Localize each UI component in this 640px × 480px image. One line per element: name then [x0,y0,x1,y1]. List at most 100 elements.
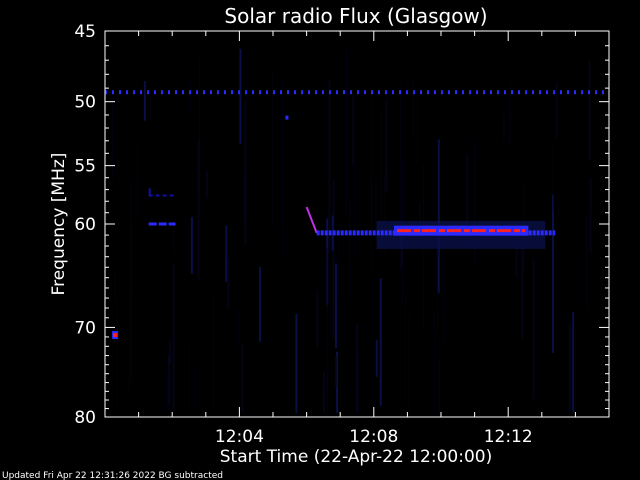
y-tick-label: 45 [74,22,96,42]
x-tick-label: 12:12 [484,427,533,447]
background-noise-streak [143,81,146,121]
background-noise-streak [326,248,328,391]
background-noise-streak [521,244,524,339]
background-noise-streak [165,370,167,412]
background-noise-streak [345,49,347,211]
background-noise-streak [322,372,325,413]
frequency-sweep [305,206,318,234]
background-noise-streak [353,158,355,260]
background-noise-streak [552,146,554,212]
background-noise-streak [244,101,247,245]
background-noise-streak [334,355,337,387]
y-axis-label: Frequency [MHz] [49,153,69,296]
background-noise-streak [375,181,377,242]
background-noise-streak [400,232,403,268]
background-noise-streak [412,82,414,136]
y-axis: 45 50 55 60 70 80 [74,22,609,428]
x-tick-label: 12:08 [349,427,398,447]
background-noise-streak [437,139,440,294]
background-noise-streak [189,339,191,413]
background-noise-streak [555,81,558,139]
background-noise-streak [326,375,328,413]
background-noise-streak [239,48,242,144]
background-noise-streak [227,257,230,309]
background-noise-streak [385,97,388,192]
background-noise-streak [338,229,340,297]
background-noise-streak [295,314,298,413]
background-noise-streak [168,354,171,406]
background-noise-streak [213,293,215,408]
background-noise-streak [282,79,284,261]
background-noise-streak [589,177,592,254]
background-noise-streak [400,83,402,274]
background-noise-streak [197,140,200,282]
background-noise-streak [405,292,407,404]
background-noise-streak [408,315,410,413]
isolated-spot [285,115,289,120]
background-noise-streak [238,310,240,348]
background-noise-streak [436,234,438,291]
background-noise-streak [568,324,571,413]
background-noise-streak [509,82,511,148]
background-noise-streak [572,312,575,412]
background-noise-streak [438,357,440,413]
background-noise-streak [375,339,378,377]
x-axis-label: Start Time (22-Apr-22 12:00:00) [220,447,492,467]
y-tick-label: 60 [74,215,96,235]
background-noise-streak [309,197,311,226]
background-noise-streak [114,272,116,302]
background-noise-streak [358,350,360,413]
background-noise-streak [417,83,419,165]
chart-title: Solar radio Flux (Glasgow) [224,4,487,28]
background-noise-streak [190,80,192,112]
background-noise-streak [437,291,439,334]
background-noise-streak [515,248,518,278]
background-noise-streak [371,96,373,270]
background-noise-streak [466,153,469,236]
background-noise-streak [334,263,337,349]
y-tick-label: 80 [74,408,96,428]
background-noise-streak [328,79,331,254]
background-noise-streak [379,278,382,406]
background-noise-streak [137,139,139,214]
y-tick-label: 55 [74,157,96,177]
background-noise-streak [258,267,261,342]
data-features [105,90,609,340]
intense-segment-base [393,225,529,236]
background-noise-streak [588,60,591,160]
background-noise-streak [190,216,193,274]
background-noise-streak [443,254,445,343]
background-noise-streak [474,139,476,265]
background-noise-streak [193,366,195,413]
background-noise-streak [355,323,358,413]
background-noise-streak [129,292,131,396]
background-noise-streak [551,195,554,353]
background-noise-streak [105,221,107,244]
background-noise-streak [586,214,588,309]
spot-71mhz [113,333,118,338]
background-noise-streak [384,174,386,254]
background-noise-streak [172,263,175,410]
background-noise-streak [225,225,228,283]
background-noise-streak [352,94,355,165]
y-tick-label: 50 [74,93,96,113]
background-noise-streak [532,257,535,400]
background-noise-streak [503,114,505,141]
background-noise-streak [111,97,113,181]
x-axis: 12:04 12:08 12:12 [138,31,576,447]
background-noise-streak [336,351,339,413]
background-noise-streak [271,71,273,227]
background-noise-streak [332,179,335,339]
background-noise-streak [380,109,382,262]
background-noise-streak [433,313,435,413]
background-noise-streak [117,300,119,409]
background-noise-streak [130,182,132,348]
background-noise-streak [169,341,172,365]
background-noise-streak [173,218,175,255]
background-noise-streak [198,58,200,193]
background-noise-streak [349,201,351,301]
x-tick-label: 12:04 [215,427,264,447]
background-noise-streak [316,289,319,348]
background-noise-streak [205,171,208,199]
